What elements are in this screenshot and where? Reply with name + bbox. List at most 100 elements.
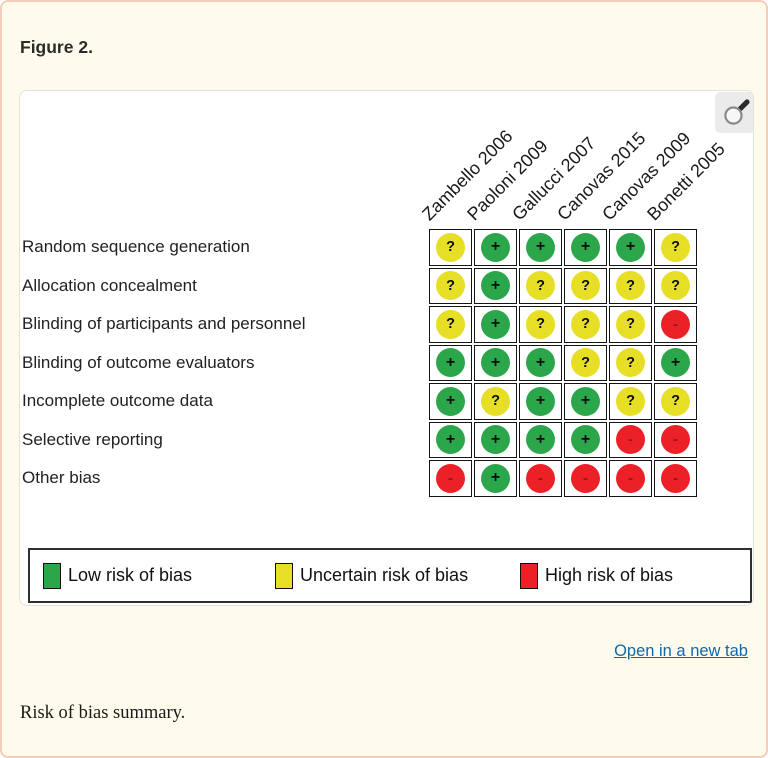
rob-cell: +	[474, 267, 517, 304]
rob-cell: ?	[564, 306, 607, 343]
rob-judgement-low: +	[571, 386, 600, 416]
row-label: Other bias	[22, 468, 101, 488]
figure-label: Figure 2.	[20, 37, 93, 57]
rob-judgement-uncertain: ?	[571, 309, 600, 339]
rob-judgement-high: -	[616, 425, 645, 455]
rob-judgement-uncertain: ?	[616, 386, 645, 416]
rob-judgement-high: -	[661, 425, 690, 455]
rob-judgement-high: -	[616, 463, 645, 493]
rob-judgement-low: +	[661, 348, 690, 378]
rob-judgement-low: +	[481, 348, 510, 378]
rob-cell: -	[564, 460, 607, 497]
rob-cell: ?	[609, 306, 652, 343]
rob-judgement-high: -	[571, 463, 600, 493]
rob-cell: +	[564, 421, 607, 458]
rob-cell: ?	[609, 383, 652, 420]
rob-judgement-low: +	[526, 386, 555, 416]
rob-cell: ?	[654, 229, 697, 266]
rob-judgement-low: +	[526, 232, 555, 262]
rob-cell: +	[474, 460, 517, 497]
rob-cell: -	[519, 460, 562, 497]
row-label: Blinding of participants and personnel	[22, 314, 306, 334]
rob-cell: -	[654, 421, 697, 458]
rob-cell: +	[564, 383, 607, 420]
rob-judgement-uncertain: ?	[526, 271, 555, 301]
rob-judgement-uncertain: ?	[661, 232, 690, 262]
rob-judgement-low: +	[481, 463, 510, 493]
rob-judgement-high: -	[661, 309, 690, 339]
figure-caption: Risk of bias summary.	[20, 703, 186, 723]
legend-swatch-high	[520, 562, 538, 589]
rob-cell: +	[654, 344, 697, 381]
rob-judgement-high: -	[661, 463, 690, 493]
rob-judgement-low: +	[571, 425, 600, 455]
legend-label: Uncertain risk of bias	[300, 565, 469, 585]
rob-cell: +	[474, 344, 517, 381]
rob-cell: ?	[654, 267, 697, 304]
rob-judgement-high: -	[436, 463, 465, 493]
row-label: Blinding of outcome evaluators	[22, 352, 255, 372]
rob-cell: -	[654, 460, 697, 497]
legend-label: High risk of bias	[545, 565, 674, 585]
legend-item-uncertain: Uncertain risk of bias	[275, 562, 469, 589]
rob-judgement-low: +	[481, 271, 510, 301]
legend-swatch-low	[43, 562, 61, 589]
rob-cell: ?	[429, 306, 472, 343]
rob-judgement-uncertain: ?	[571, 271, 600, 301]
rob-judgement-uncertain: ?	[616, 271, 645, 301]
rob-cell: +	[429, 344, 472, 381]
rob-judgement-low: +	[571, 232, 600, 262]
rob-judgement-low: +	[481, 232, 510, 262]
rob-cell: -	[609, 421, 652, 458]
rob-judgement-low: +	[616, 232, 645, 262]
rob-cell: +	[474, 229, 517, 266]
rob-judgement-uncertain: ?	[571, 348, 600, 378]
rob-judgement-uncertain: ?	[526, 309, 555, 339]
rob-cell: +	[519, 383, 562, 420]
rob-cell: +	[429, 421, 472, 458]
rob-cell: ?	[609, 344, 652, 381]
rob-grid: ? + + + +?? +????? +??? - + + +?? + +? + +?? + + + + - - - + - -…	[429, 229, 697, 497]
rob-cell: -	[609, 460, 652, 497]
rob-cell: ?	[429, 229, 472, 266]
rob-cell: +	[429, 383, 472, 420]
row-label: Allocation concealment	[22, 275, 197, 295]
legend-label: Low risk of bias	[68, 565, 193, 585]
rob-cell: ?	[474, 383, 517, 420]
legend-item-low: Low risk of bias	[43, 562, 193, 589]
rob-cell: +	[519, 344, 562, 381]
rob-judgement-low: +	[436, 425, 465, 455]
rob-judgement-low: +	[481, 425, 510, 455]
row-label: Selective reporting	[22, 429, 163, 449]
magnifier-icon	[723, 98, 750, 125]
rob-judgement-low: +	[436, 386, 465, 416]
rob-cell: ?	[519, 267, 562, 304]
rob-cell: +	[474, 306, 517, 343]
legend-swatch-uncertain	[275, 562, 293, 589]
rob-judgement-low: +	[526, 425, 555, 455]
rob-judgement-uncertain: ?	[661, 271, 690, 301]
rob-cell: ?	[654, 383, 697, 420]
rob-judgement-high: -	[526, 463, 555, 493]
rob-cell: +	[474, 421, 517, 458]
rob-cell: -	[654, 306, 697, 343]
rob-cell: ?	[564, 344, 607, 381]
rob-cell: -	[429, 460, 472, 497]
open-in-new-tab-link[interactable]: Open in a new tab	[614, 642, 748, 660]
rob-judgement-uncertain: ?	[481, 386, 510, 416]
rob-judgement-low: +	[481, 309, 510, 339]
row-label: Random sequence generation	[22, 237, 250, 257]
rob-judgement-uncertain: ?	[616, 348, 645, 378]
rob-judgement-low: +	[436, 348, 465, 378]
zoom-figure-button[interactable]	[715, 92, 753, 133]
rob-judgement-uncertain: ?	[616, 309, 645, 339]
rob-cell: +	[519, 421, 562, 458]
legend-box: Low risk of bias Uncertain risk of bias Hi…	[28, 548, 752, 603]
row-label: Incomplete outcome data	[22, 391, 213, 411]
legend-item-high: High risk of bias	[520, 562, 674, 589]
rob-cell: ?	[519, 306, 562, 343]
rob-judgement-uncertain: ?	[436, 309, 465, 339]
rob-judgement-uncertain: ?	[436, 232, 465, 262]
rob-cell: +	[519, 229, 562, 266]
rob-judgement-uncertain: ?	[661, 386, 690, 416]
